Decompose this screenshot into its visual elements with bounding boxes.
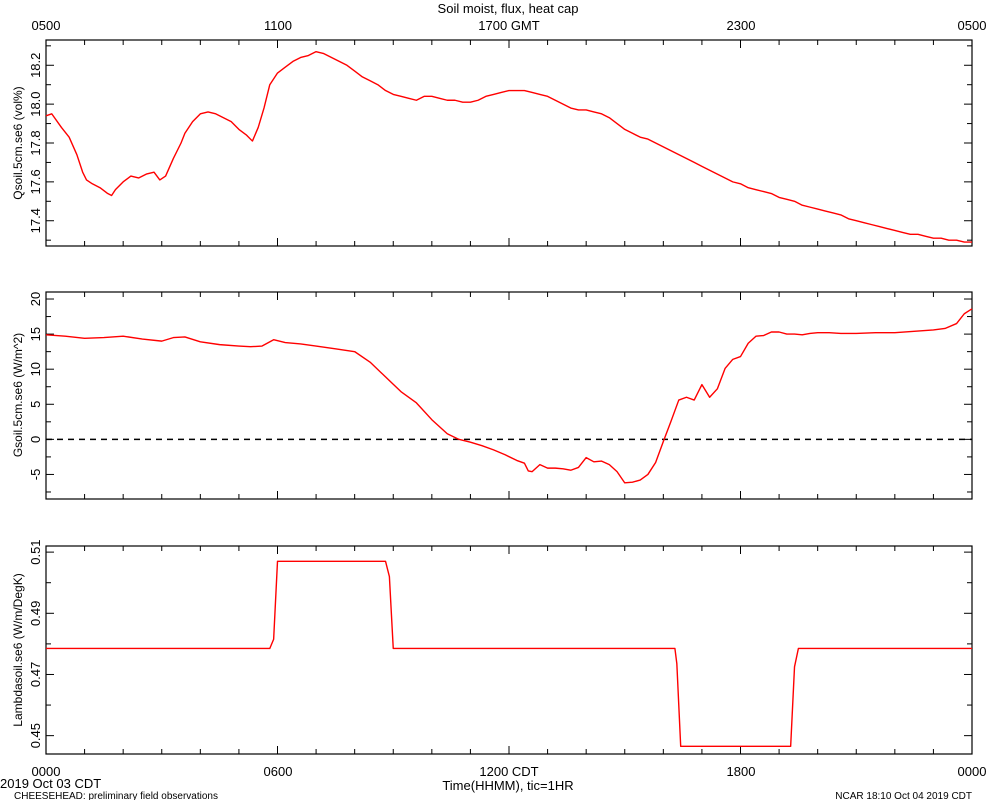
plot-lines	[46, 560, 972, 748]
y-tick-label: 0.45	[28, 723, 43, 748]
y-tick-label: -5	[28, 469, 43, 481]
y-tick-label: 15	[28, 327, 43, 341]
x-ticks	[45, 546, 973, 754]
y-ticks: -5 0 5 10 15 20	[28, 292, 972, 493]
footer-project: CHEESEHEAD: preliminary field observatio…	[14, 791, 218, 800]
plot-lines	[45, 50, 972, 243]
bottom-axis-labels: 0000 0600 1200 CDT 1800 0000	[32, 764, 987, 779]
top-tick-label: 0500	[958, 18, 987, 33]
panel-frame	[45, 291, 973, 500]
chart-title: Soil moist, flux, heat cap	[438, 1, 579, 16]
y-tick-label: 5	[28, 401, 43, 408]
bottom-tick-label: 1200 CDT	[479, 764, 538, 779]
footer-stamp: NCAR 18:10 Oct 04 2019 CDT	[835, 791, 972, 800]
x-ticks	[45, 292, 973, 499]
panel-thermal-conductivity: 0.45 0.47 0.49 0.51 Lambdasoil.se6 (W/m/Deg…	[11, 539, 973, 755]
y-ticks: 0.45 0.47 0.49 0.51	[28, 539, 972, 748]
y-tick-label: 0.51	[28, 539, 43, 564]
bottom-tick-label: 0000	[958, 764, 987, 779]
series-line	[45, 50, 972, 243]
y-tick-label: 0.47	[28, 662, 43, 687]
y-tick-label: 17.6	[28, 169, 43, 194]
top-tick-label: 1100	[264, 18, 292, 33]
y-tick-label: 20	[28, 292, 43, 306]
y-axis-label: Qsoil.5cm.se6 (vol%)	[11, 86, 25, 199]
y-tick-label: 17.4	[28, 208, 43, 233]
x-ticks	[45, 40, 973, 246]
panel-frame	[45, 39, 973, 247]
y-axis-label: Lambdasoil.se6 (W/m/DegK)	[11, 573, 25, 726]
top-tick-label: 2300	[727, 18, 756, 33]
y-tick-label: 10	[28, 362, 43, 376]
footer-date: 2019 Oct 03 CDT	[0, 776, 101, 791]
bottom-tick-label: 0000	[32, 764, 61, 779]
series-line	[46, 560, 972, 748]
top-tick-label: 1700 GMT	[478, 18, 539, 33]
y-tick-label: 0	[28, 436, 43, 443]
panel-soil-moisture: 17.4 17.6 17.8 18.0 18.2 Qsoil.5cm.se6 (vol%…	[11, 39, 973, 247]
y-tick-label: 0.49	[28, 601, 43, 626]
series-line	[45, 308, 973, 484]
top-tick-label: 0500	[32, 18, 61, 33]
plot-lines	[45, 308, 973, 484]
y-tick-label: 18.0	[28, 91, 43, 116]
x-axis-label: Time(HHMM), tic=1HR	[442, 778, 573, 793]
panel-soil-heat-flux: -5 0 5 10 15 20 Gsoil.5cm.se6 (W/m^2)	[11, 291, 973, 500]
y-tick-label: 17.8	[28, 130, 43, 155]
y-tick-label: 18.2	[28, 53, 43, 78]
y-axis-label: Gsoil.5cm.se6 (W/m^2)	[11, 333, 25, 457]
y-ticks: 17.4 17.6 17.8 18.0 18.2	[28, 45, 972, 241]
panel-frame	[45, 545, 973, 755]
bottom-tick-label: 1800	[727, 764, 756, 779]
bottom-tick-label: 0600	[264, 764, 293, 779]
top-axis-labels: 0500 1100 1700 GMT 2300 0500	[32, 18, 987, 33]
